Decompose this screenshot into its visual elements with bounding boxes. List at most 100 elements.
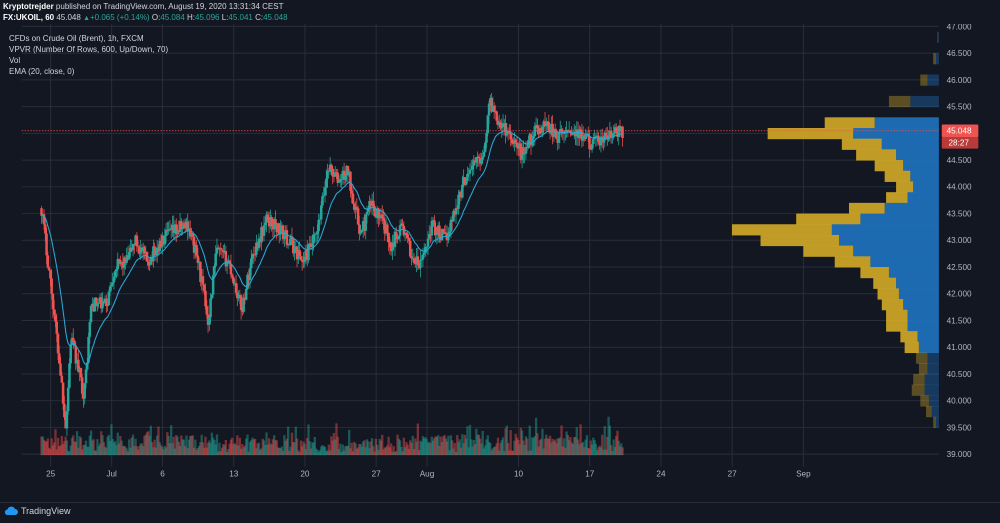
candle-body <box>449 219 453 232</box>
vpvr-down-bar <box>884 170 911 182</box>
candle-body <box>337 182 341 183</box>
volume-bar <box>405 442 408 456</box>
volume-bar <box>56 437 60 456</box>
volume-bar <box>597 447 600 456</box>
price-tick-label: 42.500 <box>947 263 972 272</box>
volume-bar <box>621 447 624 456</box>
volume-bar <box>459 447 463 456</box>
volume-bar <box>595 450 599 456</box>
price-axis[interactable]: 47.00046.50046.00045.50045.00044.50044.0… <box>941 24 979 459</box>
volume-bar <box>53 442 56 456</box>
vpvr-up-bar <box>913 181 939 193</box>
candle-body <box>370 200 374 206</box>
volume-bar <box>191 435 194 456</box>
volume-bar <box>555 443 558 456</box>
vpvr-up-bar <box>907 192 939 204</box>
volume-bar <box>336 436 339 456</box>
candle-body <box>122 257 126 268</box>
candle-body <box>392 242 395 248</box>
time-tick-label: 27 <box>372 469 382 478</box>
volume-bar <box>217 451 220 456</box>
candle-body <box>344 175 347 180</box>
volume-bar <box>579 424 582 456</box>
candle-body <box>308 243 312 245</box>
volume-bar <box>599 447 603 456</box>
volume-bar <box>547 438 550 456</box>
candle-body <box>583 135 586 140</box>
volume-bar <box>108 440 112 456</box>
candle-body <box>492 105 496 113</box>
candle-body <box>265 214 268 223</box>
candle-body <box>476 156 479 158</box>
candle-body <box>46 255 50 268</box>
volume-bar <box>607 416 610 456</box>
volume-bar <box>287 426 290 456</box>
candle-body <box>590 144 594 150</box>
volume-bar <box>131 434 135 456</box>
volume-bar <box>247 451 250 456</box>
volume-bar <box>60 435 63 456</box>
symbol-label[interactable]: FX:UKOIL, 60 <box>3 13 55 22</box>
volume-bar <box>440 442 444 456</box>
candle-body <box>59 363 62 376</box>
candle-body <box>438 225 441 237</box>
candle-body <box>620 126 623 132</box>
volume-bar <box>576 439 580 456</box>
candle-body <box>291 238 295 254</box>
candle-body <box>224 250 228 267</box>
price-chart[interactable]: 47.00046.50046.00045.50045.00044.50044.0… <box>3 24 1000 484</box>
time-axis[interactable]: 25 Jul 6 13 20 27 Aug 10 17 24 27 Sep <box>46 469 811 478</box>
vpvr-down-bar <box>874 160 904 172</box>
candle-body <box>594 136 598 138</box>
volume-bar <box>565 431 568 456</box>
candle-body <box>525 147 529 148</box>
legend-vpvr[interactable]: VPVR (Number Of Rows, 600, Up/Down, 70) <box>9 45 169 54</box>
volume-bar <box>503 450 506 456</box>
legend-ema[interactable]: EMA (20, close, 0) <box>9 67 75 76</box>
author-name[interactable]: Kryptotrejder <box>3 2 54 11</box>
volume-bar <box>415 441 418 456</box>
high-value: 45.096 <box>195 13 220 22</box>
volume-bar <box>316 449 319 456</box>
time-tick-label: 20 <box>300 469 310 478</box>
volume-bar <box>278 447 281 456</box>
candle-body <box>230 274 234 278</box>
candle-body <box>589 149 593 150</box>
volume-bar <box>192 447 196 456</box>
candle-body <box>300 259 304 262</box>
time-tick-label: 25 <box>46 469 56 478</box>
candle-body <box>305 249 309 261</box>
candle-body <box>293 246 296 254</box>
volume-bar <box>410 442 413 456</box>
legend-series[interactable]: CFDs on Crude Oil (Brent), 1h, FXCM <box>9 34 144 43</box>
volume-bar <box>589 440 592 456</box>
volume-bar <box>499 442 502 456</box>
candle-body <box>328 164 332 172</box>
legend-vol[interactable]: Vol <box>9 56 21 65</box>
candle-body <box>444 232 448 234</box>
volume-bar <box>100 431 103 456</box>
tradingview-logo[interactable]: TradingView <box>4 506 71 516</box>
candle-body <box>267 220 271 227</box>
volume-bar <box>339 443 342 456</box>
candle-body <box>481 156 484 160</box>
candle-body <box>232 277 235 284</box>
candle-body <box>169 227 173 230</box>
volume-bar <box>575 427 578 456</box>
candle-body <box>248 268 252 281</box>
volume-bar <box>243 445 247 456</box>
vpvr-down-bar <box>926 406 932 418</box>
candle-body <box>489 98 492 104</box>
candle-body <box>612 133 615 136</box>
candle-body <box>144 251 148 254</box>
volume-bar <box>487 441 491 456</box>
candle-body <box>323 187 327 196</box>
volume-bar <box>520 430 524 456</box>
candle-body <box>172 224 175 233</box>
volume-bar <box>472 439 475 456</box>
vpvr-down-bar <box>803 245 854 257</box>
candle-body <box>447 234 450 241</box>
volume-bar <box>220 447 224 456</box>
candle-body <box>294 246 298 248</box>
volume-bar <box>498 450 501 456</box>
